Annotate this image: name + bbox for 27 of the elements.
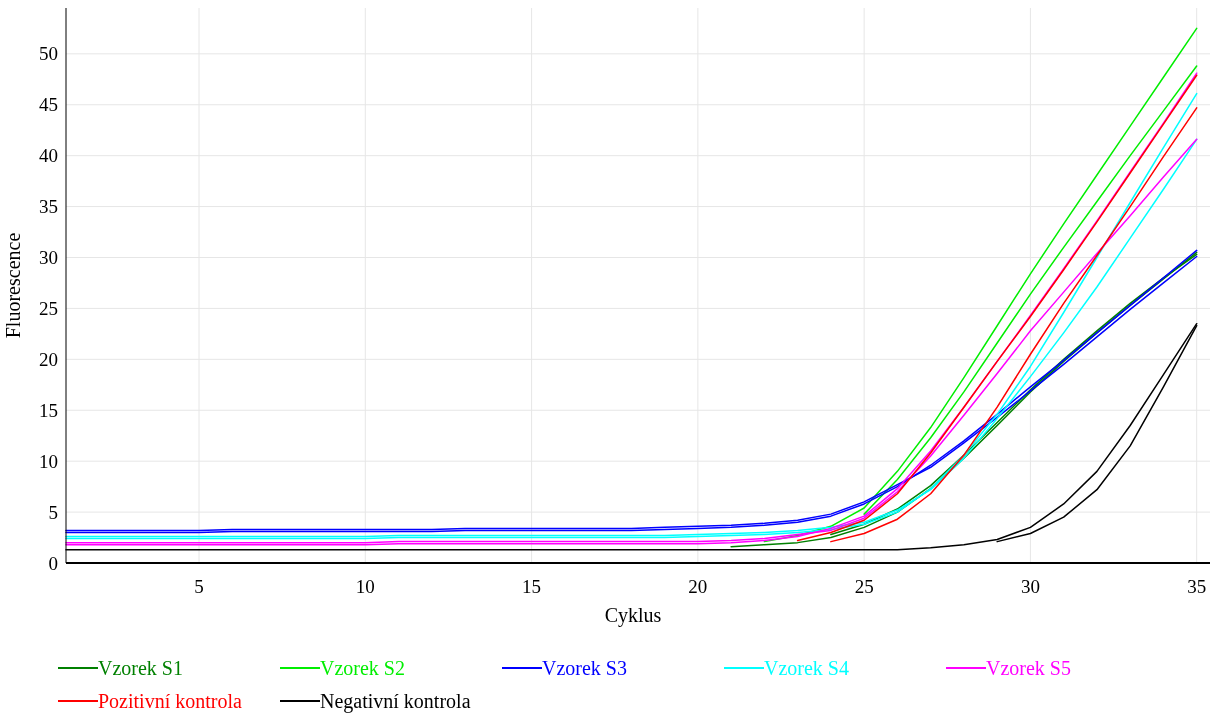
x-tick-label: 25 [854,576,874,597]
legend-label: Pozitivní kontrola [98,690,242,712]
y-tick-label: 5 [48,501,58,523]
y-tick-label: 25 [39,298,58,320]
x-tick-label: 5 [194,576,204,597]
y-tick-label: 15 [39,399,58,421]
x-tick-label: 15 [522,576,542,597]
legend-label: Vzorek S4 [764,657,849,679]
y-tick-label: 45 [39,94,58,116]
legend-label: Vzorek S3 [542,657,627,679]
y-tick-label: 0 [48,552,58,574]
x-axis-title: Cyklus [604,604,662,627]
legend-label: Vzorek S2 [320,657,405,679]
x-tick-label: 20 [688,576,708,597]
legend-label: Vzorek S5 [986,657,1071,679]
x-tick-label: 30 [1020,576,1040,597]
legend-label: Vzorek S1 [98,657,183,679]
y-tick-label: 50 [39,43,58,65]
x-tick-label: 35 [1187,576,1207,597]
y-tick-label: 40 [39,145,58,167]
y-axis-title: Fluorescence [2,232,24,339]
y-tick-label: 10 [39,450,58,472]
x-tick-label: 10 [355,576,375,597]
y-tick-label: 30 [39,247,58,269]
legend-label: Negativní kontrola [320,690,471,713]
y-tick-label: 35 [39,196,58,218]
y-tick-label: 20 [39,348,58,370]
